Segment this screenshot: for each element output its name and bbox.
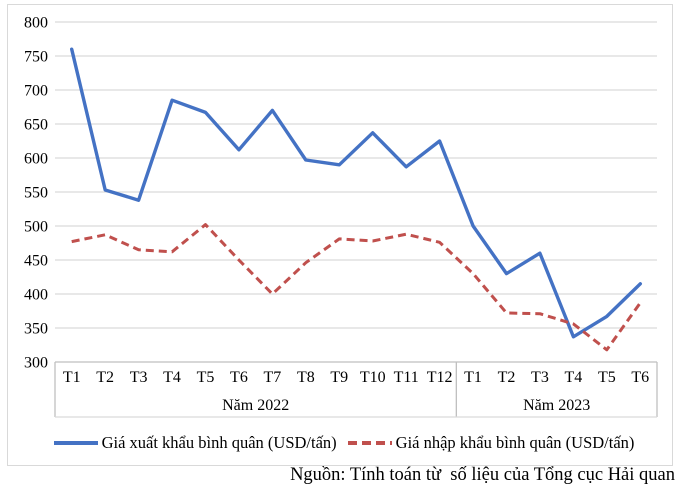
x-tick-label: T6 [230,369,248,386]
x-tick-label: T12 [427,369,453,386]
x-tick-label: T7 [263,369,281,386]
x-tick-label: T11 [394,369,419,386]
x-tick-label: T6 [631,369,649,386]
y-tick-label: 500 [24,219,48,236]
x-tick-label: T9 [330,369,348,386]
y-tick-label: 650 [24,117,48,134]
import-line-sample-icon [347,441,392,445]
chart-border [7,4,673,466]
y-tick-label: 400 [24,287,48,304]
x-tick-label: T1 [63,369,81,386]
export-line-sample-icon [53,441,98,445]
y-tick-label: 300 [24,355,48,372]
x-tick-label: T4 [564,369,582,386]
x-tick-label: T4 [163,369,181,386]
y-tick-label: 450 [24,253,48,270]
x-tick-label: T10 [360,369,386,386]
legend-item-import-price: Giá nhập khẩu bình quân (USD/tấn) [347,433,635,453]
legend-item-export-price: Giá xuất khẩu bình quân (USD/tấn) [53,433,337,453]
year-label: Năm 2022 [222,397,289,414]
legend: Giá xuất khẩu bình quân (USD/tấn) Giá nh… [0,433,688,453]
x-tick-label: T8 [297,369,315,386]
y-tick-label: 800 [24,15,48,32]
x-tick-label: T3 [130,369,148,386]
y-tick-label: 600 [24,151,48,168]
y-tick-label: 350 [24,321,48,338]
source-note: Nguồn: Tính toán từ số liệu của Tổng cục… [290,465,675,485]
y-tick-label: 550 [24,185,48,202]
y-tick-label: 750 [24,49,48,66]
x-tick-label: T1 [464,369,482,386]
import-price-line [71,223,642,352]
x-tick-label: T3 [531,369,549,386]
line-chart-plot: 300 350 400 450 500 550 600 650 700 750 800 T1 T2 T3 T… [24,15,658,418]
x-tick-label: T5 [598,369,616,386]
year-label: Năm 2023 [523,397,590,414]
legend-label-export-price: Giá xuất khẩu bình quân (USD/tấn) [101,433,337,452]
x-tick-label: T2 [498,369,516,386]
x-tick-label: T5 [197,369,215,386]
export-price-line [69,47,642,339]
x-tick-label: T2 [96,369,114,386]
legend-label-import-price: Giá nhập khẩu bình quân (USD/tấn) [395,433,635,452]
y-tick-label: 700 [24,83,48,100]
